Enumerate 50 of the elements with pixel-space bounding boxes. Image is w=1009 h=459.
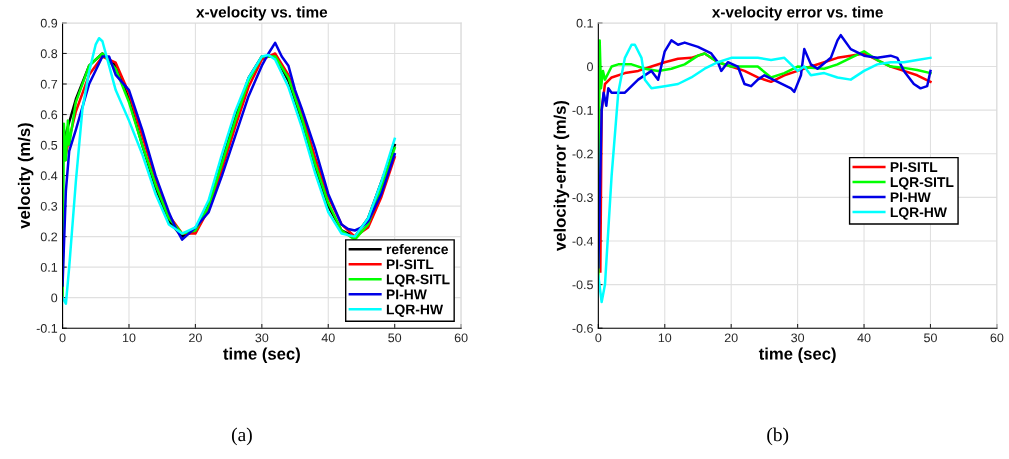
legend-label: LQR-SITL (386, 274, 450, 287)
x-axis-title: time (sec) (758, 347, 836, 364)
x-tick-label: 50 (924, 333, 937, 343)
y-tick-label: 0.4 (40, 171, 58, 181)
x-tick-label: 60 (990, 333, 1004, 343)
x-tick-label: 30 (791, 333, 805, 343)
x-tick-label: 20 (724, 333, 738, 343)
y-tick-label: -0.1 (572, 105, 593, 115)
y-tick-label: 0.2 (40, 232, 58, 242)
y-tick-label: 0.3 (40, 201, 58, 211)
x-tick-label: 50 (388, 333, 402, 343)
y-tick-label: 0.5 (40, 140, 58, 150)
chart-title: x-velocity error vs. time (711, 6, 883, 21)
y-tick-label: 0.8 (40, 49, 58, 59)
y-tick-label: 0.7 (40, 79, 58, 89)
y-tick-label: 0 (587, 62, 593, 72)
legend-label: LQR-HW (890, 207, 947, 220)
y-tick-label: 0.9 (40, 18, 58, 28)
chart-title: x-velocity vs. time (196, 6, 328, 21)
x-tick-label: 30 (255, 333, 269, 343)
legend-label: PI-SITL (386, 259, 434, 270)
x-tick-label: 0 (59, 333, 66, 343)
text: (a) (231, 427, 252, 446)
y-tick-label: 0.6 (40, 110, 58, 120)
y-axis-title: velocity (m/s) (17, 123, 34, 229)
y-axis-title: velocity-error (m/s) (553, 100, 570, 251)
x-tick-label: 10 (658, 333, 672, 343)
y-tick-label: -0.3 (572, 193, 593, 203)
y-tick-label: 0.1 (576, 18, 593, 28)
y-tick-label: 0.1 (40, 262, 58, 272)
legend-label: LQR-SITL (890, 177, 954, 190)
y-tick-label: -0.6 (572, 323, 593, 333)
y-tick-label: -0.1 (36, 323, 58, 333)
x-tick-label: 40 (321, 333, 335, 343)
text: (b) (767, 427, 789, 446)
x-tick-label: 20 (189, 333, 202, 343)
x-tick-label: 40 (857, 333, 871, 343)
legend-label: LQR-HW (386, 304, 444, 317)
x-tick-label: 10 (122, 333, 136, 343)
y-tick-label: -0.5 (572, 280, 593, 290)
y-tick-label: -0.2 (572, 149, 593, 159)
y-tick-label: 0 (51, 293, 58, 303)
legend-label: PI-HW (890, 192, 931, 202)
x-tick-label: 60 (454, 333, 468, 343)
x-tick-label: 0 (595, 333, 602, 343)
y-tick-label: -0.4 (572, 236, 594, 246)
x-axis-title: time (sec) (223, 347, 300, 364)
legend-label: PI-SITL (890, 162, 938, 173)
legend-label: reference (386, 244, 449, 255)
legend-label: PI-HW (386, 289, 427, 300)
